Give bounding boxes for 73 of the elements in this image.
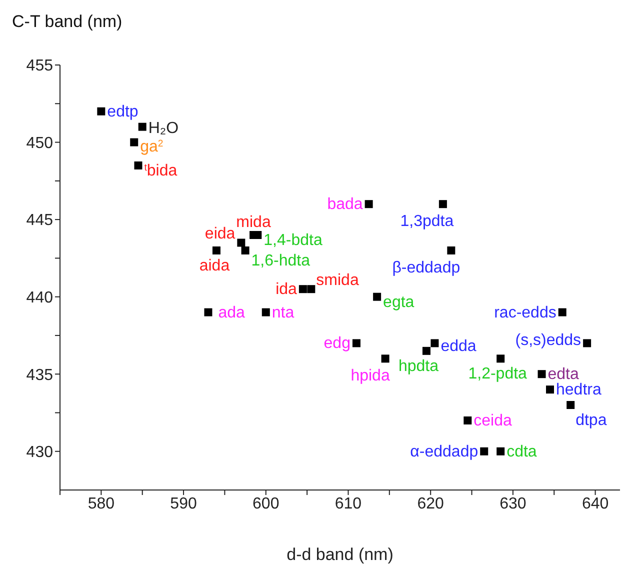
point [583,339,592,348]
annotation: 1,6-hdta [251,252,310,270]
annotation: 1,4-bdta [264,232,322,249]
annotation: smida [316,272,359,290]
x-tick-label: 620 [417,495,444,512]
annotation: ceida [474,412,512,430]
point [298,285,307,294]
y-tick-label: 430 [26,444,54,462]
x-tick-label: 580 [88,495,115,512]
point [138,122,146,131]
y-tick-label: 450 [26,134,54,152]
annotation: (s,s)edds [515,332,582,350]
annotation: ida [276,281,298,298]
annotation: hpida [350,368,390,385]
annotation: 1,2-pdta [468,366,528,383]
point [262,308,270,316]
point [97,107,106,116]
annotation: edtp [107,103,138,120]
point [422,346,430,355]
point [204,308,212,316]
annotation: nta [272,304,294,322]
annotation: dtpa [576,412,607,429]
annotation: β-eddadp [392,259,460,276]
y-tick-label: 440 [26,290,54,306]
x-axis-title: d-d band (nm) [286,545,394,564]
y-tick-label: 435 [26,366,54,384]
annotation: $^{t}$bida [144,162,178,180]
point [566,401,575,409]
point [546,386,554,394]
point [430,339,439,348]
y-axis-title: C-T band (nm) [12,12,122,32]
x-tick-label: 610 [334,495,362,512]
x-tick-label: 640 [582,495,609,512]
annotation: ga$^{2}$ [140,138,164,156]
x-tick-label: 590 [170,495,197,512]
point [381,354,390,363]
point [373,292,382,301]
point [464,416,472,424]
annotation: eida [204,226,236,243]
annotation: rac-edds [494,304,556,322]
annotation: α-eddadp [410,443,478,460]
annotation: aida [199,257,230,274]
annotation: ada [218,304,246,322]
annotation: hpdta [398,358,439,375]
point [307,285,316,294]
x-tick-label: 630 [500,495,526,512]
y-tick-label: 455 [26,58,54,75]
annotation: H₂O [148,120,179,137]
y-tick-label: 445 [26,212,54,230]
annotation: hedtra [556,382,602,399]
annotation: edta [548,366,580,384]
point [496,447,505,456]
point [352,339,360,348]
point [558,308,566,316]
point [237,238,246,247]
point [538,370,546,378]
point [134,161,142,170]
point [241,246,250,254]
annotation: edda [440,338,476,356]
annotation: mida [236,214,271,231]
annotation: bada [327,196,363,214]
annotation: edg [324,335,350,352]
point [130,138,138,146]
annotation: 1,3pdta [400,213,454,230]
point [364,200,373,208]
point [438,200,447,208]
point [212,246,220,254]
point [496,354,505,363]
annotation: cdta [506,443,537,460]
annotation: egta [383,294,414,311]
point [480,447,488,456]
point [447,246,456,254]
x-tick-label: 600 [252,495,280,512]
